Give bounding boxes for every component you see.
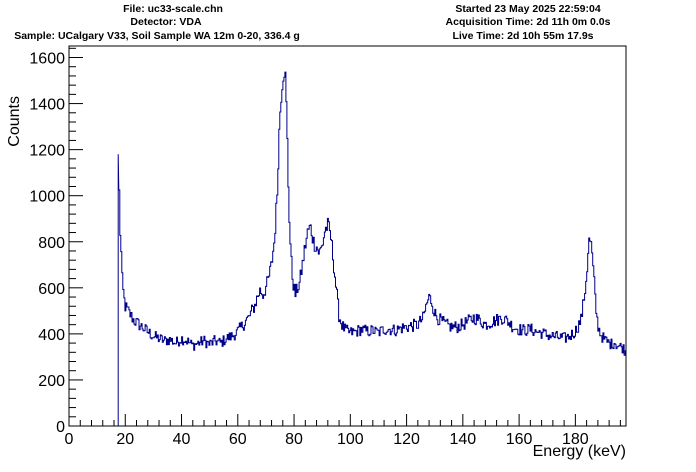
x-tick-label: 20: [116, 431, 134, 448]
started-label: Started 23 May 2025 22:59:04: [455, 3, 601, 15]
axis-ticks: [68, 47, 621, 427]
x-tick-label: 100: [337, 431, 364, 448]
y-tick-label: 800: [38, 235, 65, 252]
x-tick-label: 180: [562, 431, 589, 448]
x-tick-label: 80: [285, 431, 303, 448]
detector-label: Detector: VDA: [130, 16, 202, 28]
y-tick-label: 1200: [29, 143, 65, 160]
y-tick-label: 1600: [29, 51, 65, 68]
x-tick-label: 60: [229, 431, 247, 448]
file-label: File: uc33-scale.chn: [123, 3, 223, 15]
tick-labels: 0 20 40 60 80 100 120 140 160 180 0 200 400 600 800 100…: [29, 51, 588, 448]
x-tick-label: 160: [506, 431, 533, 448]
acquisition-time-label: Acquisition Time: 2d 11h 0m 0.0s: [445, 16, 611, 28]
live-time-label: Live Time: 2d 10h 55m 17.9s: [452, 30, 594, 42]
x-tick-label: 40: [173, 431, 191, 448]
y-tick-label: 600: [38, 281, 65, 298]
plot-frame: [68, 45, 627, 427]
spectrum-series-line: [117, 71, 626, 426]
y-tick-label: 400: [38, 327, 65, 344]
sample-label: Sample: UCalgary V33, Soil Sample WA 12m…: [14, 30, 300, 42]
x-tick-label: 120: [393, 431, 420, 448]
x-axis-title: Energy (keV): [533, 443, 626, 460]
y-tick-label: 0: [56, 419, 65, 436]
y-tick-label: 1400: [29, 97, 65, 114]
x-tick-label: 0: [65, 431, 74, 448]
y-tick-label: 1000: [29, 189, 65, 206]
y-tick-label: 200: [38, 373, 65, 390]
y-axis-title: Counts: [6, 96, 23, 147]
x-tick-label: 140: [449, 431, 476, 448]
